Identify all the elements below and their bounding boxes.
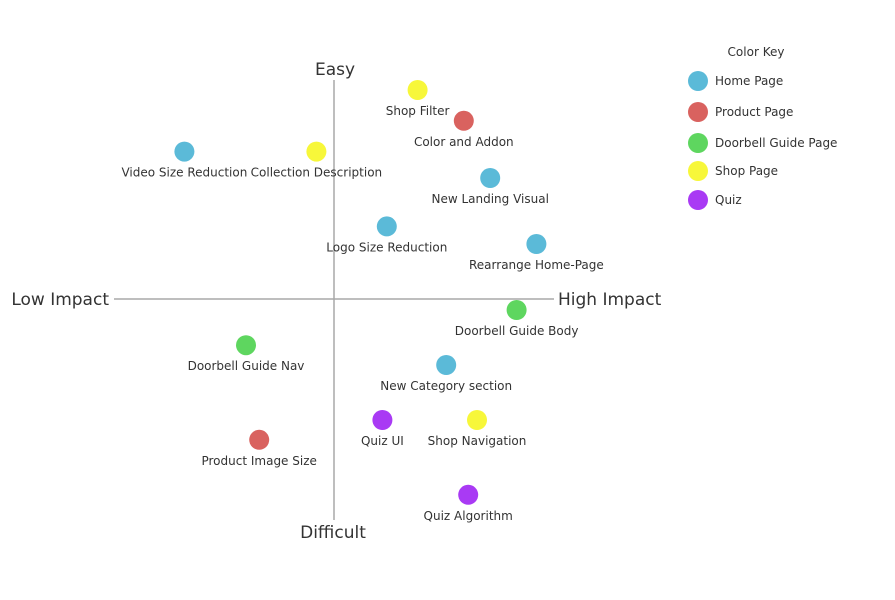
point-label-new-category-section: New Category section — [380, 379, 512, 393]
color-key-swatch-product-page — [688, 102, 708, 122]
point-marker-doorbell-guide-nav — [236, 335, 256, 356]
color-key-swatch-shop-page — [688, 161, 708, 181]
point-label-color-and-addon: Color and Addon — [414, 135, 514, 149]
point-label-quiz-ui: Quiz UI — [361, 434, 404, 448]
color-key-label-product-page: Product Page — [715, 105, 793, 119]
point-label-product-image-size: Product Image Size — [201, 454, 316, 468]
color-key-swatch-quiz — [688, 190, 708, 210]
point-marker-product-image-size — [249, 429, 270, 450]
point-marker-doorbell-guide-body — [506, 300, 527, 320]
point-label-doorbell-guide-nav: Doorbell Guide Nav — [188, 359, 305, 373]
color-key-swatch-home-page — [688, 71, 708, 91]
color-key-label-shop-page: Shop Page — [715, 164, 778, 178]
point-label-shop-filter: Shop Filter — [386, 104, 450, 118]
point-label-doorbell-guide-body: Doorbell Guide Body — [455, 324, 579, 338]
axis-label-easy: Easy — [315, 60, 355, 80]
axis-label-high-impact: High Impact — [558, 290, 662, 310]
point-label-collection-description: Collection Description — [251, 166, 383, 180]
point-marker-shop-navigation — [467, 410, 487, 430]
point-marker-new-landing-visual — [480, 168, 501, 188]
point-marker-color-and-addon — [453, 110, 474, 131]
point-marker-video-size-reduction — [174, 141, 195, 162]
point-marker-shop-filter — [407, 80, 428, 100]
color-key-label-doorbell-guide-page: Doorbell Guide Page — [715, 136, 837, 150]
color-key-label-quiz: Quiz — [715, 193, 742, 207]
point-label-shop-navigation: Shop Navigation — [428, 434, 527, 448]
point-label-quiz-algorithm: Quiz Algorithm — [424, 509, 513, 523]
point-marker-quiz-algorithm — [458, 484, 479, 505]
point-marker-rearrange-home-page — [526, 234, 547, 254]
point-marker-collection-description — [306, 141, 327, 162]
color-key-label-home-page: Home Page — [715, 74, 783, 88]
point-marker-new-category-section — [436, 355, 457, 375]
color-key: Color Key Home Page Product Page Doorbell … — [688, 45, 837, 210]
point-label-new-landing-visual: New Landing Visual — [431, 192, 548, 206]
point-marker-quiz-ui — [372, 410, 393, 430]
point-label-logo-size-reduction: Logo Size Reduction — [326, 240, 447, 254]
color-key-title: Color Key — [728, 45, 785, 59]
axis-label-low-impact: Low Impact — [11, 290, 109, 310]
point-label-video-size-reduction: Video Size Reduction — [121, 166, 247, 180]
point-label-rearrange-home-page: Rearrange Home-Page — [469, 258, 604, 272]
color-key-swatch-doorbell-guide-page — [688, 133, 708, 153]
matrix-points: Shop Filter Color and Addon Video Size Red… — [121, 80, 604, 523]
point-marker-logo-size-reduction — [376, 216, 397, 237]
axis-label-difficult: Difficult — [300, 523, 366, 543]
color-key-items: Home Page Product Page Doorbell Guide Page… — [688, 71, 837, 210]
